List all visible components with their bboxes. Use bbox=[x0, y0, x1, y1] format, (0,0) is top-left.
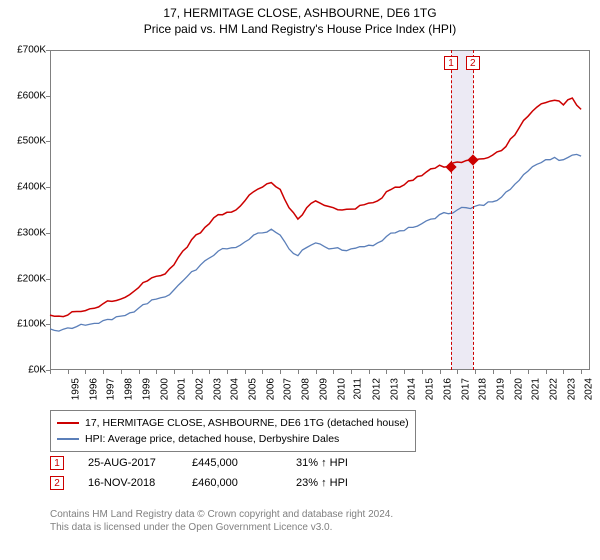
x-tick-label: 2008 bbox=[300, 378, 311, 400]
series-line bbox=[50, 98, 581, 317]
event-marker-label: 2 bbox=[466, 56, 480, 70]
chart-container: 17, HERMITAGE CLOSE, ASHBOURNE, DE6 1TG … bbox=[0, 0, 600, 560]
legend-label: HPI: Average price, detached house, Derb… bbox=[85, 431, 339, 447]
transaction-delta: 31% ↑ HPI bbox=[296, 457, 376, 469]
transaction-list: 1 25-AUG-2017 £445,000 31% ↑ HPI 2 16-NOV-201… bbox=[50, 456, 376, 496]
event-guideline bbox=[473, 50, 474, 370]
x-tick-label: 2021 bbox=[531, 378, 542, 400]
x-tick-label: 2007 bbox=[283, 378, 294, 400]
transaction-marker: 1 bbox=[50, 456, 64, 470]
x-tick-label: 2003 bbox=[212, 378, 223, 400]
footer-attribution: Contains HM Land Registry data © Crown c… bbox=[50, 508, 393, 534]
legend-item: HPI: Average price, detached house, Derb… bbox=[57, 431, 409, 447]
legend-swatch bbox=[57, 438, 79, 440]
x-tick-label: 2004 bbox=[230, 378, 241, 400]
x-tick-label: 1997 bbox=[106, 378, 117, 400]
x-tick-label: 2016 bbox=[442, 378, 453, 400]
y-tick-label: £600K bbox=[17, 90, 46, 101]
legend: 17, HERMITAGE CLOSE, ASHBOURNE, DE6 1TG … bbox=[50, 410, 416, 452]
y-tick-label: £400K bbox=[17, 182, 46, 193]
transaction-price: £445,000 bbox=[192, 457, 272, 469]
x-tick-label: 2002 bbox=[194, 378, 205, 400]
x-tick-label: 2023 bbox=[566, 378, 577, 400]
y-tick-label: £700K bbox=[17, 45, 46, 56]
transaction-delta: 23% ↑ HPI bbox=[296, 477, 376, 489]
x-tick-label: 1998 bbox=[123, 378, 134, 400]
y-tick-label: £300K bbox=[17, 227, 46, 238]
x-tick-label: 2018 bbox=[477, 378, 488, 400]
x-tick-label: 2013 bbox=[389, 378, 400, 400]
x-tick-label: 2024 bbox=[584, 378, 595, 400]
y-tick-label: £0K bbox=[28, 365, 46, 376]
x-tick-label: 2012 bbox=[371, 378, 382, 400]
legend-swatch bbox=[57, 422, 79, 424]
transaction-row: 1 25-AUG-2017 £445,000 31% ↑ HPI bbox=[50, 456, 376, 470]
transaction-date: 16-NOV-2018 bbox=[88, 477, 168, 489]
x-tick-label: 2017 bbox=[460, 378, 471, 400]
x-tick-label: 2001 bbox=[176, 378, 187, 400]
y-tick-label: £100K bbox=[17, 319, 46, 330]
x-tick-label: 2014 bbox=[407, 378, 418, 400]
x-tick-label: 2009 bbox=[318, 378, 329, 400]
legend-item: 17, HERMITAGE CLOSE, ASHBOURNE, DE6 1TG … bbox=[57, 415, 409, 431]
x-tick-label: 2000 bbox=[159, 378, 170, 400]
x-tick-label: 2010 bbox=[336, 378, 347, 400]
event-marker-label: 1 bbox=[444, 56, 458, 70]
transaction-price: £460,000 bbox=[192, 477, 272, 489]
footer-line: Contains HM Land Registry data © Crown c… bbox=[50, 508, 393, 521]
footer-line: This data is licensed under the Open Gov… bbox=[50, 521, 393, 534]
x-tick-label: 2020 bbox=[513, 378, 524, 400]
x-tick-label: 2015 bbox=[424, 378, 435, 400]
x-tick-label: 2011 bbox=[353, 378, 364, 400]
transaction-date: 25-AUG-2017 bbox=[88, 457, 168, 469]
x-tick-label: 2006 bbox=[265, 378, 276, 400]
legend-label: 17, HERMITAGE CLOSE, ASHBOURNE, DE6 1TG … bbox=[85, 415, 409, 431]
x-tick-label: 1996 bbox=[88, 378, 99, 400]
transaction-row: 2 16-NOV-2018 £460,000 23% ↑ HPI bbox=[50, 476, 376, 490]
event-guideline bbox=[451, 50, 452, 370]
x-tick-label: 2005 bbox=[247, 378, 258, 400]
y-tick-label: £200K bbox=[17, 273, 46, 284]
x-tick-label: 1995 bbox=[70, 378, 81, 400]
transaction-marker: 2 bbox=[50, 476, 64, 490]
x-tick-label: 1999 bbox=[141, 378, 152, 400]
x-tick-label: 2019 bbox=[495, 378, 506, 400]
x-tick-label: 2022 bbox=[548, 378, 559, 400]
y-tick-label: £500K bbox=[17, 136, 46, 147]
series-line bbox=[50, 154, 581, 331]
